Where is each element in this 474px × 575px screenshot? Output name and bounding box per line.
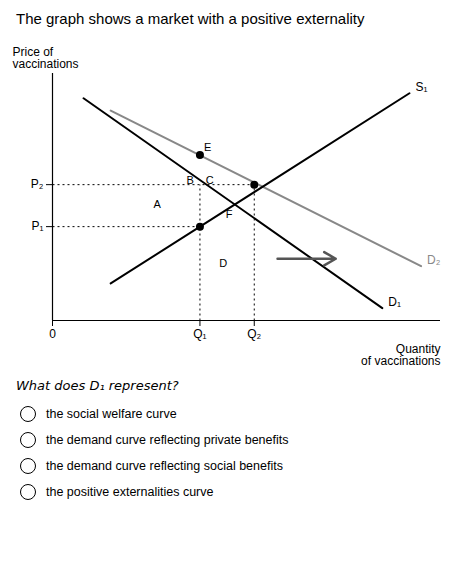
svg-text:E: E xyxy=(204,141,211,153)
svg-text:F: F xyxy=(226,208,233,220)
html-text:the positive externalities cur: the positive externalities curve xyxy=(46,485,214,499)
svg-text:Q₂: Q₂ xyxy=(247,327,261,341)
svg-text:Quantityof vaccinations: Quantityof vaccinations xyxy=(361,342,440,368)
svg-text:P₂: P₂ xyxy=(31,177,44,191)
svg-text:0: 0 xyxy=(49,327,56,341)
svg-text:B: B xyxy=(187,174,194,186)
html-text:What does D₁ represent?: What does D₁ represent? xyxy=(16,378,179,393)
svg-text:C: C xyxy=(206,174,214,186)
svg-text:D₁: D₁ xyxy=(388,295,401,309)
svg-text:A: A xyxy=(154,198,162,210)
svg-text:D₂: D₂ xyxy=(427,253,441,267)
svg-text:P₁: P₁ xyxy=(31,219,43,233)
svg-text:S₁: S₁ xyxy=(415,80,427,94)
html-text:the social welfare curve: the social welfare curve xyxy=(46,407,177,421)
svg-text:D: D xyxy=(219,257,227,269)
svg-text:Price ofvaccinations: Price ofvaccinations xyxy=(13,45,79,71)
html-text:the demand curve reflecting so: the demand curve reflecting social benef… xyxy=(46,459,283,473)
html-text:The graph shows a market with: The graph shows a market with a positive… xyxy=(16,10,365,27)
html-text:the demand curve reflecting pr: the demand curve reflecting private bene… xyxy=(46,433,289,447)
svg-text:Q₁: Q₁ xyxy=(193,327,206,341)
